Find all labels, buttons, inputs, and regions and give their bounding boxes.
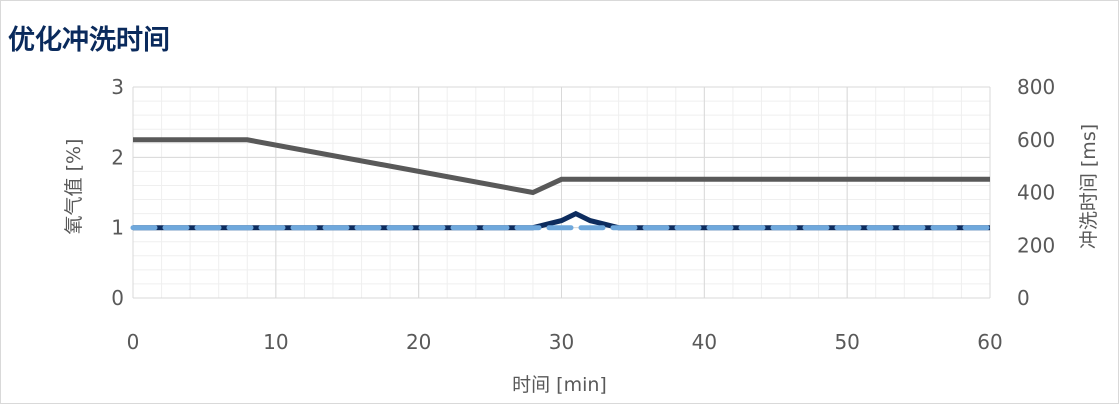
chart-title: 优化冲洗时间 (8, 25, 170, 56)
x-tick-label: 20 (406, 330, 431, 354)
x-tick-label: 40 (692, 330, 717, 354)
series-layer (130, 137, 993, 231)
right-y-tick-label: 600 (1017, 128, 1055, 152)
left-y-tick-label: 3 (111, 75, 124, 99)
x-tick-label: 60 (977, 330, 1002, 354)
x-axis-label: 时间 [min] (512, 374, 607, 396)
major-gridlines (132, 86, 991, 299)
right-y-tick-label: 800 (1017, 75, 1055, 99)
right-y-tick-label: 0 (1017, 286, 1030, 310)
x-tick-label: 0 (127, 330, 140, 354)
right-y-tick-label: 400 (1017, 181, 1055, 205)
left-y-tick-label: 1 (111, 216, 124, 240)
x-tick-label: 10 (263, 330, 288, 354)
left-y-tick-label: 0 (111, 286, 124, 310)
x-tick-label: 50 (834, 330, 859, 354)
series-line-1 (133, 137, 990, 196)
x-tick-label: 30 (549, 330, 574, 354)
left-y-axis-label: 氧气值 [%] (63, 139, 85, 235)
right-y-tick-label: 200 (1017, 233, 1055, 257)
left-y-tick-label: 2 (111, 145, 124, 169)
right-y-axis-label: 冲洗时间 [ms] (1078, 124, 1100, 249)
